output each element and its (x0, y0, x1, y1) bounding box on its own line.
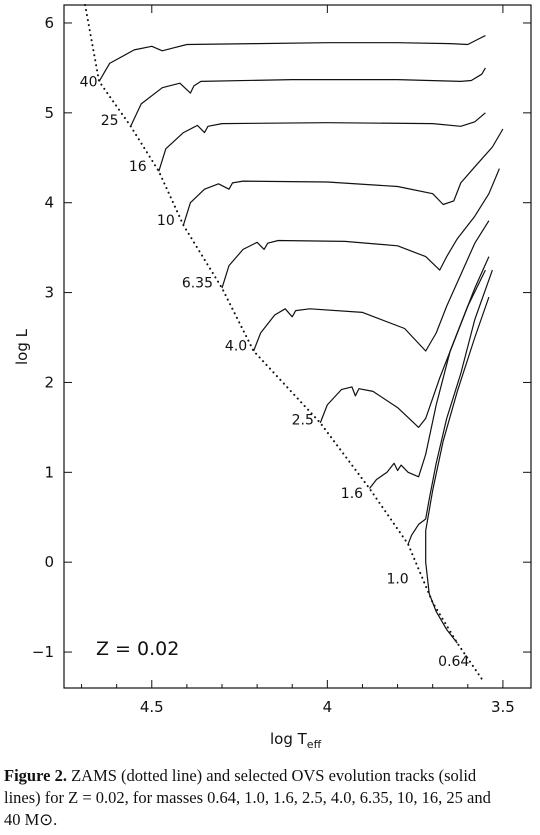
track-2.5 (319, 256, 490, 428)
caption-line-2: lines) for Z = 0.02, for masses 0.64, 1.… (4, 788, 491, 807)
track-40 (98, 35, 486, 82)
track-label-6.35: 6.35 (182, 276, 213, 292)
y-tick-label: 2 (44, 373, 54, 391)
zams-layer (84, 4, 483, 680)
caption-text-1: ZAMS (dotted line) and selected OVS evol… (66, 766, 477, 785)
track-1.0 (407, 269, 493, 545)
track-16 (158, 112, 486, 172)
track-label-0.64: 0.64 (438, 654, 469, 670)
caption-figure-number: Figure 2. (4, 766, 67, 785)
track-label-4.0: 4.0 (225, 339, 247, 355)
track-label-1.6: 1.6 (341, 486, 363, 502)
track-label-25: 25 (101, 113, 119, 129)
y-tick-label: 0 (44, 553, 54, 571)
track-label-10: 10 (157, 213, 175, 229)
track-labels: 40 25 16 10 6.35 4.0 2.5 1.6 1.0 0.64 (80, 74, 470, 670)
caption-line-1: Figure 2. ZAMS (dotted line) and selecte… (4, 765, 538, 787)
track-label-16: 16 (129, 159, 147, 175)
x-axis-label-sub: eff (307, 738, 322, 751)
y-tick-label: 6 (44, 14, 54, 32)
x-tick-label: 4 (323, 698, 333, 716)
track-0.64 (425, 296, 490, 644)
y-tick-label: −1 (32, 643, 54, 661)
y-tick-label: 3 (44, 284, 54, 302)
x-tick-label: 4.5 (140, 698, 164, 716)
track-label-1.0: 1.0 (386, 571, 408, 587)
figure-caption: Figure 2. ZAMS (dotted line) and selecte… (4, 765, 538, 831)
annotation-metallicity: Z = 0.02 (96, 638, 179, 660)
plot-frame (63, 4, 532, 689)
track-25 (130, 67, 486, 127)
y-tick-label: 1 (44, 463, 54, 481)
track-label-40: 40 (80, 74, 98, 90)
track-6.35 (221, 168, 500, 289)
y-axis-label: log L (13, 328, 31, 365)
track-label-2.5: 2.5 (292, 412, 314, 428)
x-axis-label: log Teff (270, 730, 322, 751)
zams-line (84, 4, 483, 680)
caption-line-3: 40 M⊙. (4, 810, 58, 829)
evolution-tracks (98, 35, 504, 644)
x-tick-label: 3.5 (491, 698, 515, 716)
y-tick-label: 4 (44, 194, 54, 212)
x-axis-label-main: log T (270, 730, 308, 748)
track-1.6 (369, 269, 486, 489)
axis-ticks: −1 0 1 2 3 4 5 6 4.5 4 3.5 (32, 5, 531, 716)
track-4.0 (253, 220, 490, 352)
y-tick-label: 5 (44, 104, 54, 122)
track-10 (182, 128, 504, 226)
